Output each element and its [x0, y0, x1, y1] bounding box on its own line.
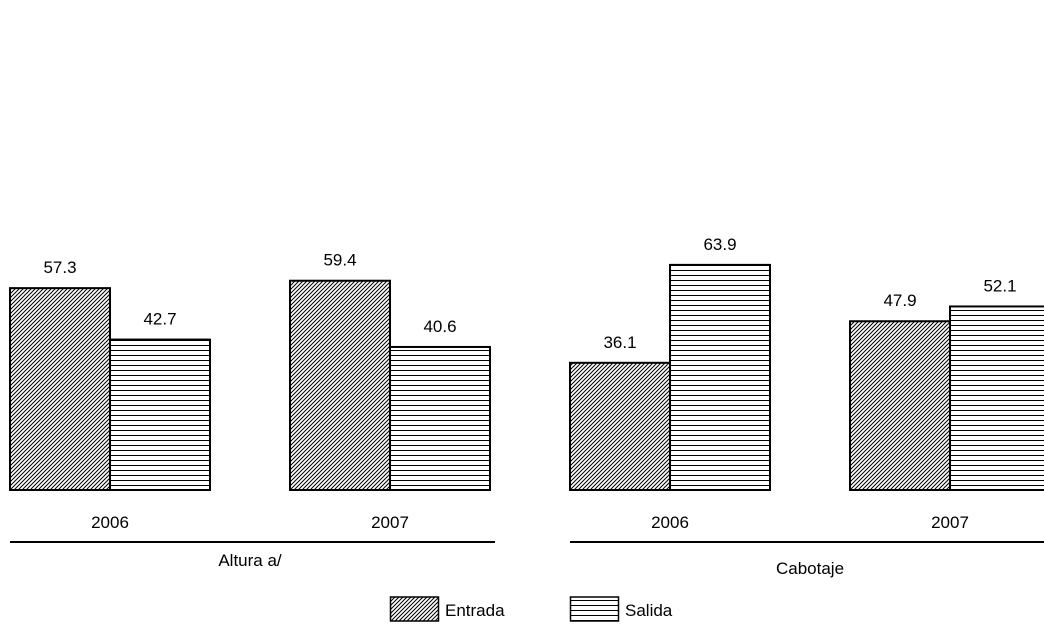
bar-salida-alturaa-2007: [389, 345, 491, 491]
data-label: 57.3: [43, 258, 76, 277]
legend-swatch-salida: [569, 596, 620, 622]
data-label: 42.7: [143, 310, 176, 329]
bar-entrada-alturaa-2006: [9, 287, 111, 492]
data-label: 47.9: [883, 291, 916, 310]
data-label: 59.4: [323, 251, 356, 270]
legend-swatch-entrada: [389, 596, 440, 622]
year-tick-label: 2006: [651, 513, 689, 532]
data-label: 52.1: [983, 276, 1016, 295]
group-label: Altura a/: [218, 551, 282, 570]
bar-salida-cabotaje-2006: [669, 263, 771, 492]
bars-layer: [9, 263, 1044, 492]
year-tick-label: 2007: [371, 513, 409, 532]
data-label: 63.9: [703, 235, 736, 254]
year-tick-label: 2007: [931, 513, 969, 532]
group-label: Cabotaje: [776, 559, 844, 578]
data-label: 36.1: [603, 333, 636, 352]
labels-layer: 57.3 42.7 2006 59.4 40.6 2007 Altura a/36.1 63.…: [10, 235, 1044, 578]
bar-entrada-alturaa-2007: [289, 279, 391, 491]
bar-salida-alturaa-2006: [109, 338, 211, 491]
bar-entrada-cabotaje-2007: [849, 320, 951, 491]
bar-salida-cabotaje-2007: [949, 305, 1044, 491]
legend-label-entrada: Entrada: [445, 601, 505, 620]
legend: Entrada Salida: [389, 596, 673, 622]
bar-entrada-cabotaje-2006: [569, 361, 671, 491]
year-tick-label: 2006: [91, 513, 129, 532]
legend-label-salida: Salida: [625, 601, 673, 620]
data-label: 40.6: [423, 317, 456, 336]
